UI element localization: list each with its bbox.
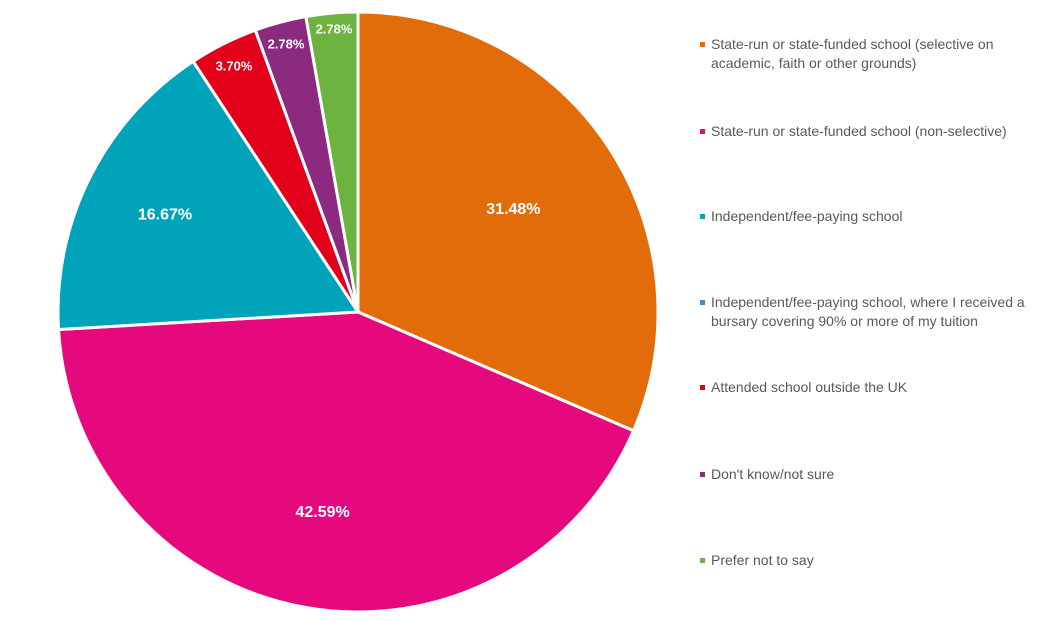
legend-label: State-run or state-funded school (select… bbox=[711, 36, 994, 71]
legend-label: Attended school outside the UK bbox=[711, 379, 908, 395]
legend-swatch bbox=[700, 214, 705, 219]
pie-slice bbox=[56, 59, 360, 332]
legend-item: Don't know/not sure bbox=[700, 465, 1035, 484]
pie-data-label: 31.48% bbox=[486, 201, 540, 218]
legend-label: Prefer not to say bbox=[711, 552, 814, 568]
pie-slices bbox=[56, 10, 660, 614]
pie-data-label: 16.67% bbox=[138, 206, 192, 223]
legend-label: Independent/fee-paying school, where I r… bbox=[711, 294, 1025, 329]
legend-swatch bbox=[700, 385, 705, 390]
pie-data-label: 42.59% bbox=[295, 504, 349, 521]
legend-item: Independent/fee-paying school, where I r… bbox=[700, 293, 1035, 331]
legend-item: State-run or state-funded school (select… bbox=[700, 35, 1035, 73]
legend-swatch bbox=[700, 472, 705, 477]
legend-swatch bbox=[700, 300, 705, 305]
pie-slice bbox=[356, 10, 660, 433]
legend-item: Prefer not to say bbox=[700, 551, 1035, 570]
legend-swatch bbox=[700, 558, 705, 563]
legend-item: State-run or state-funded school (non-se… bbox=[700, 122, 1035, 141]
legend-label: Independent/fee-paying school bbox=[711, 208, 903, 224]
pie-data-label: 3.70% bbox=[216, 58, 253, 73]
pie-slice bbox=[304, 10, 360, 314]
pie-slice bbox=[57, 310, 635, 614]
legend-label: Don't know/not sure bbox=[711, 466, 835, 482]
legend-item: Attended school outside the UK bbox=[700, 378, 1035, 397]
legend-swatch bbox=[700, 42, 705, 47]
pie-data-labels: 31.48% 42.59% 16.67% 3.70% 2.78% 2.78% bbox=[138, 21, 541, 521]
legend-label: State-run or state-funded school (non-se… bbox=[711, 123, 1007, 139]
pie-data-label: 2.78% bbox=[316, 21, 353, 36]
legend-item: Independent/fee-paying school bbox=[700, 207, 1035, 226]
pie-chart: 31.48% 42.59% 16.67% 3.70% 2.78% 2.78% bbox=[56, 10, 660, 614]
legend-swatch bbox=[700, 129, 705, 134]
pie-data-label: 2.78% bbox=[268, 36, 305, 51]
